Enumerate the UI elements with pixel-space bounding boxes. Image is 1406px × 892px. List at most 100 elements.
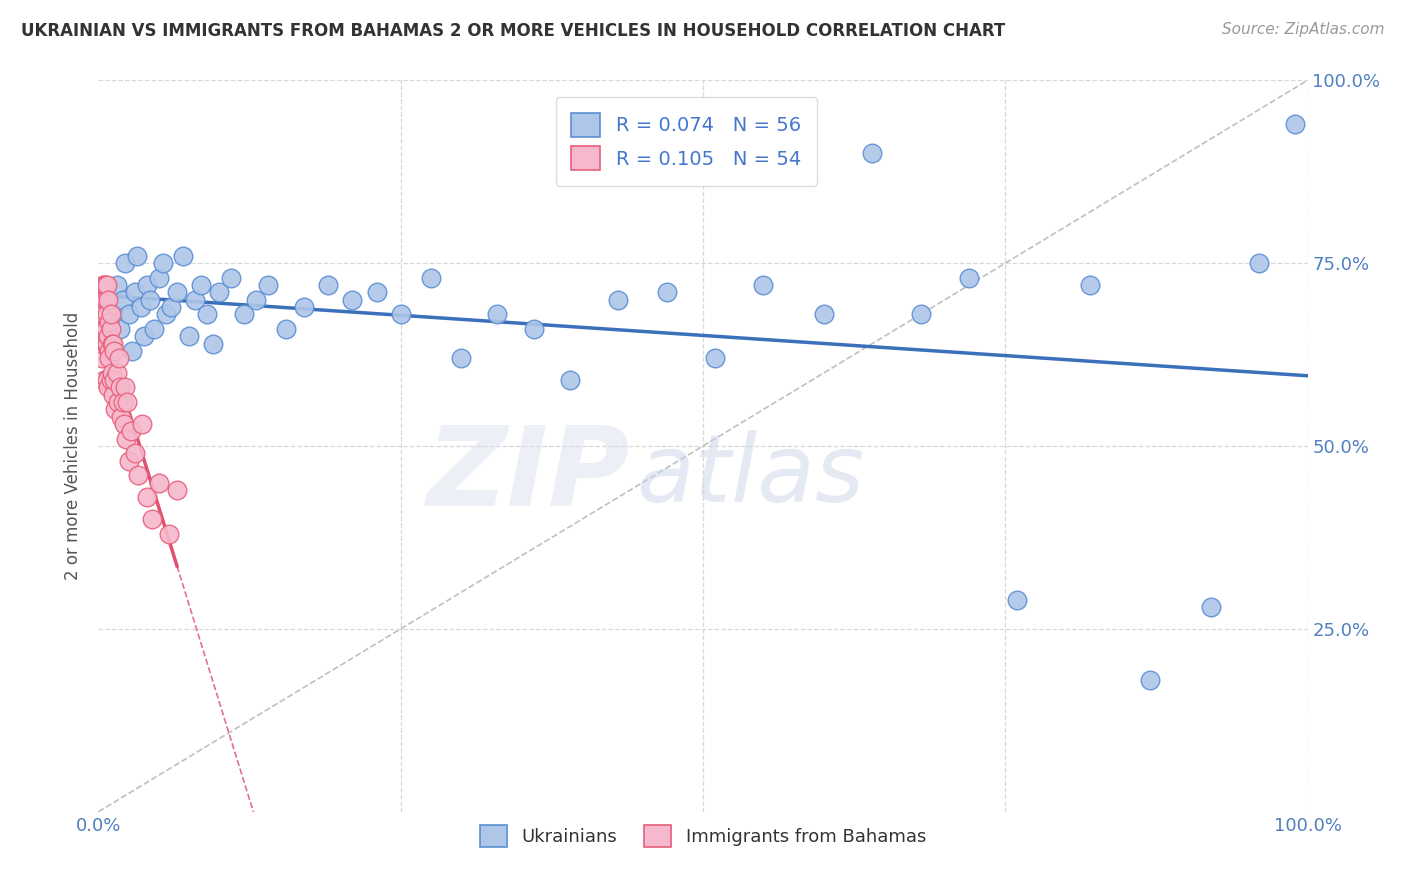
Point [558, 373, 581, 387]
Point [1249, 256, 1271, 270]
Point [910, 307, 932, 321]
Text: UKRAINIAN VS IMMIGRANTS FROM BAHAMAS 2 OR MORE VEHICLES IN HOUSEHOLD CORRELATION: UKRAINIAN VS IMMIGRANTS FROM BAHAMAS 2 O… [21, 22, 1005, 40]
Point [139, 293, 162, 307]
Point [179, 329, 201, 343]
Point [93, 307, 115, 321]
Point [101, 336, 124, 351]
Point [94, 322, 117, 336]
Point [101, 388, 124, 402]
Point [957, 270, 980, 285]
Point [100, 373, 122, 387]
Point [366, 285, 388, 300]
Point [148, 270, 170, 285]
Point [91, 336, 114, 351]
Y-axis label: 2 or more Vehicles in Household: 2 or more Vehicles in Household [65, 312, 83, 580]
Point [100, 322, 122, 336]
Point [342, 293, 364, 307]
Point [316, 278, 339, 293]
Point [104, 402, 127, 417]
Point [91, 293, 114, 307]
Point [166, 483, 188, 497]
Point [860, 146, 883, 161]
Point [98, 343, 121, 358]
Legend: Ukrainians, Immigrants from Bahamas: Ukrainians, Immigrants from Bahamas [472, 817, 934, 854]
Point [94, 293, 117, 307]
Point [190, 278, 212, 293]
Point [486, 307, 509, 321]
Point [96, 278, 118, 293]
Point [105, 278, 128, 293]
Point [157, 526, 180, 541]
Text: Source: ZipAtlas.com: Source: ZipAtlas.com [1222, 22, 1385, 37]
Point [97, 329, 120, 343]
Point [129, 300, 152, 314]
Point [105, 366, 128, 380]
Text: ZIP: ZIP [427, 422, 630, 529]
Point [110, 409, 132, 424]
Point [1007, 592, 1029, 607]
Point [100, 366, 122, 380]
Point [420, 270, 443, 285]
Point [93, 322, 115, 336]
Point [127, 249, 149, 263]
Point [108, 322, 131, 336]
Point [100, 307, 122, 321]
Point [274, 322, 297, 336]
Point [108, 380, 131, 394]
Point [112, 417, 135, 431]
Point [97, 380, 120, 394]
Point [160, 300, 183, 314]
Point [96, 373, 118, 387]
Point [148, 475, 170, 490]
Point [607, 293, 630, 307]
Point [124, 285, 146, 300]
Point [96, 336, 118, 351]
Point [93, 278, 115, 293]
Point [91, 307, 114, 321]
Point [121, 343, 143, 358]
Point [118, 307, 141, 321]
Point [172, 249, 194, 263]
Point [134, 329, 156, 343]
Point [100, 336, 122, 351]
Point [202, 336, 225, 351]
Point [124, 446, 146, 460]
Point [97, 333, 120, 347]
Point [94, 278, 117, 293]
Point [143, 322, 166, 336]
Point [389, 307, 412, 321]
Point [221, 270, 243, 285]
Point [111, 293, 134, 307]
Point [1078, 278, 1101, 293]
Point [114, 256, 136, 270]
Point [96, 307, 118, 321]
Point [118, 453, 141, 467]
Point [98, 351, 121, 366]
Point [152, 256, 174, 270]
Point [97, 293, 120, 307]
Point [450, 351, 472, 366]
Point [115, 432, 138, 446]
Point [232, 307, 254, 321]
Point [103, 343, 125, 358]
Point [120, 425, 142, 439]
Point [103, 373, 125, 387]
Point [101, 307, 124, 321]
Point [752, 278, 775, 293]
Point [127, 468, 149, 483]
Point [107, 395, 129, 409]
Text: atlas: atlas [637, 430, 865, 521]
Point [256, 278, 278, 293]
Point [523, 322, 546, 336]
Point [292, 300, 315, 314]
Point [704, 351, 727, 366]
Point [245, 293, 267, 307]
Point [1139, 673, 1161, 687]
Point [131, 417, 153, 431]
Point [111, 395, 134, 409]
Point [141, 512, 163, 526]
Point [135, 490, 157, 504]
Point [813, 307, 835, 321]
Point [184, 293, 207, 307]
Point [90, 329, 112, 343]
